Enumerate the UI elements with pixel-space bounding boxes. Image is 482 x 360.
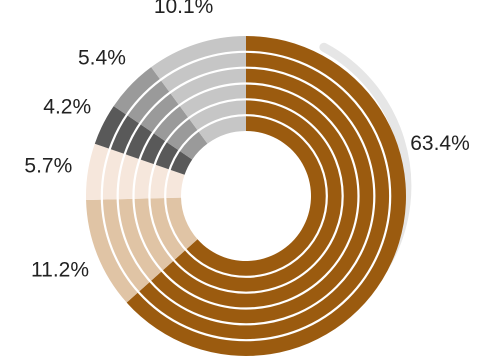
band-divider (148, 98, 344, 294)
band-divider (164, 114, 328, 278)
label-5-4pct: 5.4% (78, 46, 126, 69)
label-10-1pct: 10.1% (154, 0, 214, 18)
band-divider (100, 50, 392, 342)
slice-5-4pct (113, 67, 208, 160)
label-63-4pct: 63.4% (410, 132, 470, 155)
slice-labels: 63.4% 11.2% 5.7% 4.2% 5.4% 10.1% (24, 0, 469, 282)
ring-band-dividers (100, 50, 392, 342)
slice-10-1pct (151, 36, 246, 144)
label-5-7pct: 5.7% (24, 154, 72, 177)
label-4-2pct: 4.2% (43, 95, 91, 118)
band-divider (132, 82, 360, 310)
slice-4-2pct (94, 106, 193, 175)
slice-63-4pct (126, 36, 406, 356)
donut-slices (86, 36, 406, 356)
band-divider (116, 66, 376, 326)
label-11-2pct: 11.2% (31, 259, 89, 282)
